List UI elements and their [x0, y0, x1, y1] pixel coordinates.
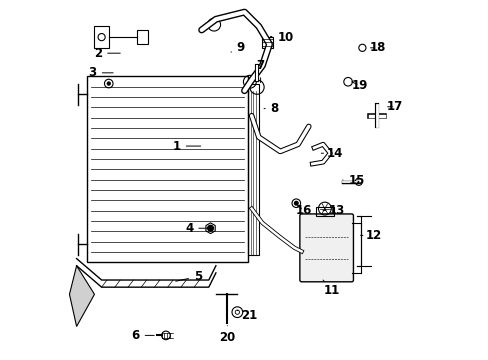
Text: 19: 19 [350, 79, 367, 92]
Bar [262, 37, 272, 48]
Text: 5: 5 [175, 270, 202, 283]
FancyBboxPatch shape [299, 214, 353, 282]
Text: 18: 18 [368, 41, 385, 54]
Polygon shape [69, 266, 94, 327]
Text: 6: 6 [131, 329, 154, 342]
Text: 11: 11 [323, 280, 340, 297]
Circle shape [107, 82, 110, 85]
Text: 13: 13 [323, 204, 344, 217]
Text: 10: 10 [270, 31, 293, 44]
Text: 9: 9 [230, 41, 244, 54]
Text: 21: 21 [237, 309, 256, 322]
Text: 8: 8 [264, 102, 279, 115]
Text: 4: 4 [184, 222, 207, 235]
Bar [87, 76, 247, 262]
Text: 3: 3 [88, 66, 113, 79]
Bar [137, 30, 148, 44]
Circle shape [207, 225, 213, 231]
Circle shape [294, 202, 298, 205]
Text: 1: 1 [172, 140, 200, 153]
Text: 12: 12 [360, 229, 381, 242]
Bar [94, 26, 108, 48]
Text: 17: 17 [386, 100, 403, 113]
Text: 7: 7 [256, 59, 264, 82]
Text: 16: 16 [295, 204, 311, 217]
Text: 14: 14 [321, 147, 342, 160]
Text: 20: 20 [219, 326, 235, 345]
Text: 15: 15 [342, 174, 364, 186]
Text: 2: 2 [94, 47, 120, 60]
Bar [247, 84, 258, 255]
Bar [315, 207, 333, 216]
